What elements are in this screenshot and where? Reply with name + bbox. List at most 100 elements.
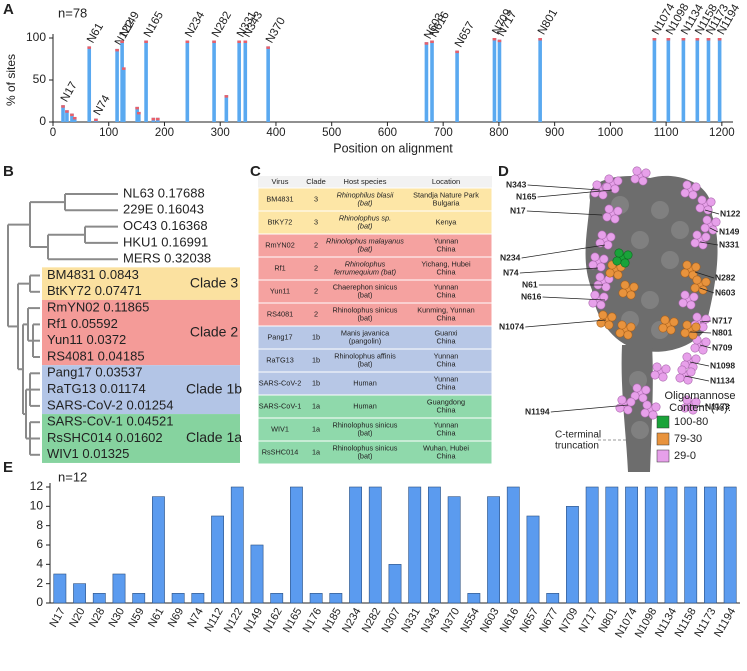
glycan-label: N343 (506, 179, 527, 189)
table-cell: RmYN02 (265, 240, 295, 249)
x-axis-title: Position on alignment (333, 141, 453, 155)
bar (65, 110, 69, 122)
glycan (651, 402, 661, 412)
text-line: Rhinolophus sinicus (333, 443, 398, 452)
glycan (682, 260, 692, 270)
glycan (680, 328, 690, 338)
glycan (688, 405, 698, 415)
x-tick-label: 800 (489, 127, 508, 139)
bar-tip (706, 38, 711, 41)
glycan (680, 188, 690, 198)
glycan (682, 180, 692, 190)
protein-texture (641, 291, 659, 309)
text-line: (bat) (357, 359, 372, 368)
bar (250, 544, 264, 604)
table-header-bg (258, 176, 492, 188)
bar-label: N657 (453, 20, 477, 50)
glycan (677, 365, 687, 375)
table-cell: Yunnan China (434, 236, 459, 253)
text-line: Rhinolophus malayanus (326, 236, 404, 245)
text-line: Yunnan (434, 236, 459, 245)
leaf-label: RsSHC014 0.01602 (47, 430, 163, 445)
glycan (615, 403, 625, 413)
leaf-label: RmYN02 0.11865 (47, 300, 149, 315)
text-line: (bat) (357, 428, 372, 437)
bar-tip (212, 40, 216, 44)
glycan (682, 352, 692, 362)
table-cell: Rhinolophus sp. (bat) (339, 213, 391, 230)
leader-line (542, 296, 606, 301)
leaf-label: RS4081 0.04185 (47, 348, 145, 363)
table-cell: Rhinolophus malayanus (bat) (326, 236, 404, 253)
bar (191, 593, 205, 604)
y-tick-label: 4 (36, 557, 43, 571)
table-cell: Rhinophilus blasii (bat) (337, 190, 394, 207)
bar (506, 486, 520, 604)
leaf-label: BtKY72 0.07471 (47, 283, 142, 298)
bar (684, 486, 698, 604)
leader-line (527, 184, 601, 191)
bar (290, 486, 303, 604)
leader-line (704, 209, 720, 215)
bar (538, 38, 542, 122)
bar-tip (666, 38, 671, 41)
glycan (692, 312, 702, 322)
table-cell: Yun11 (270, 286, 290, 295)
bar (112, 573, 126, 604)
glycan (617, 320, 627, 330)
panel-label: C (250, 163, 261, 180)
glycan (686, 367, 696, 377)
clade-box (42, 414, 240, 463)
glycan (648, 410, 658, 420)
glycan-label: N616 (521, 291, 542, 301)
text-line: China (436, 405, 456, 414)
x-tick-label: 200 (155, 127, 174, 139)
table-cell: 1a (312, 424, 321, 433)
glycan (691, 182, 701, 192)
bar-label: N165 (142, 10, 166, 40)
x-tick-label: N30 (107, 606, 127, 629)
glycan (692, 230, 702, 240)
bar (237, 40, 241, 122)
text-line: Standja Nature Park (413, 190, 479, 199)
clade-box (42, 267, 240, 300)
bar-tip (681, 38, 686, 41)
glycan (660, 315, 670, 325)
bar-tip (497, 39, 502, 43)
x-tick-label: 1100 (654, 127, 679, 139)
protein-texture (631, 421, 649, 439)
glycan (595, 272, 605, 282)
bar (211, 515, 224, 604)
bar (625, 486, 638, 604)
leader-line (689, 331, 712, 334)
glycan (701, 337, 711, 347)
bar (455, 50, 459, 122)
bar (546, 593, 560, 604)
x-tick-label: 1200 (709, 127, 735, 139)
text-line: China (436, 451, 456, 460)
x-tick-label: N331 (399, 606, 423, 635)
y-tick-label: 50 (33, 72, 47, 86)
bar-tip (120, 40, 124, 44)
table-cell: Yichang, Hubei China (421, 259, 471, 276)
glycan-label: N122 (720, 208, 741, 218)
table-cell: Pang17 (267, 332, 292, 341)
glycan (592, 180, 602, 190)
text-line: Guanxi (434, 328, 457, 337)
sample-size: n=12 (58, 469, 87, 484)
leaf-label: SARS-CoV-2 0.01254 (47, 397, 173, 412)
bar-tip (155, 117, 160, 121)
bar (644, 486, 658, 604)
bar (137, 111, 141, 122)
legend-swatch (656, 415, 670, 429)
leader-line (526, 210, 603, 216)
table-cell: 1a (312, 401, 321, 410)
text-line: ferrumequium (bat) (334, 267, 396, 276)
glycan (641, 385, 651, 395)
y-tick-label: 100 (26, 30, 46, 44)
glycan (610, 184, 620, 194)
x-tick-label: N17 (47, 606, 67, 629)
table-cell: WIV1 (271, 424, 289, 433)
bar-label: N282 (210, 10, 234, 40)
bar (243, 40, 248, 122)
